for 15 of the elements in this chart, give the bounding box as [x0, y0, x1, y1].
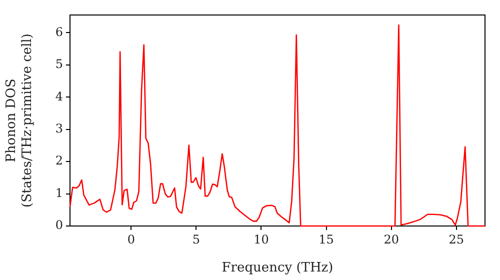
x-tick-label: 5 — [192, 232, 200, 246]
y-tick-label: 4 — [55, 89, 64, 104]
y-tick-label: 0 — [55, 218, 63, 232]
y-tick-label: 3 — [55, 121, 63, 136]
x-axis-title: Frequency (THz) — [222, 260, 334, 276]
y-axis-title: Phonon DOS (States/THz·primitive cell) — [4, 33, 35, 208]
x-tick-label: 20 — [384, 232, 399, 246]
x-tick-label: 25 — [448, 232, 464, 246]
y-tick-label: 5 — [55, 57, 63, 72]
x-tick-label: 0 — [127, 232, 135, 246]
y-tick-label: 6 — [55, 24, 63, 39]
y-tick-label: 1 — [55, 186, 63, 200]
x-tick-label: 15 — [318, 232, 334, 246]
x-tick-label: 10 — [254, 232, 269, 246]
y-tick-label: 2 — [55, 154, 63, 168]
